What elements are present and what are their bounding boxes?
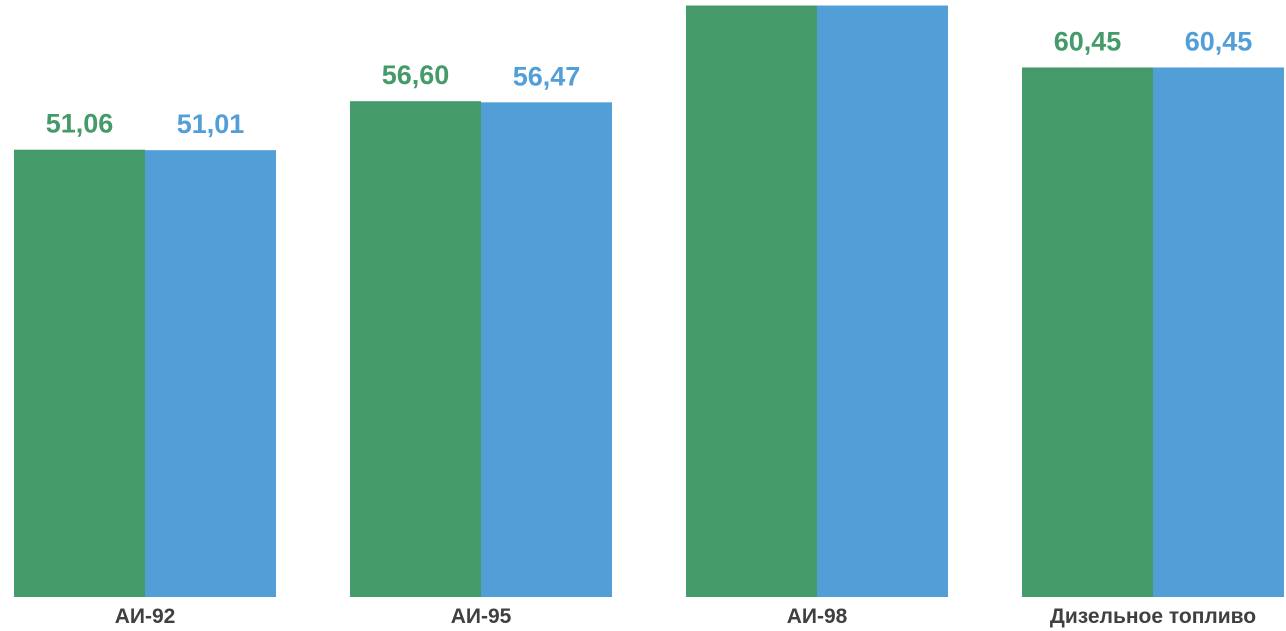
bar-blue-0 [145,150,276,597]
value-label-blue-0: 51,01 [177,109,245,139]
value-label-green-0: 51,06 [46,109,114,139]
value-label-green-1: 56,60 [382,60,450,90]
category-label-2: АИ-98 [787,605,848,628]
bar-green-1 [350,101,481,598]
value-label-blue-3: 60,45 [1185,26,1253,56]
bar-green-3 [1022,67,1153,597]
category-label-0: АИ-92 [115,605,176,628]
bar-blue-3 [1153,67,1284,597]
category-labels-layer: АИ-92 АИ-95 АИ-98 Дизельное топливо [115,605,1256,628]
bar-green-2 [686,5,817,598]
bar-blue-1 [481,102,612,597]
category-label-3: Дизельное топливо [1050,605,1256,628]
bars-layer [14,5,1284,598]
value-label-blue-1: 56,47 [513,61,581,91]
value-label-green-3: 60,45 [1054,26,1122,56]
bar-blue-2 [817,5,948,598]
category-label-1: АИ-95 [451,605,512,628]
bar-green-0 [14,149,145,597]
